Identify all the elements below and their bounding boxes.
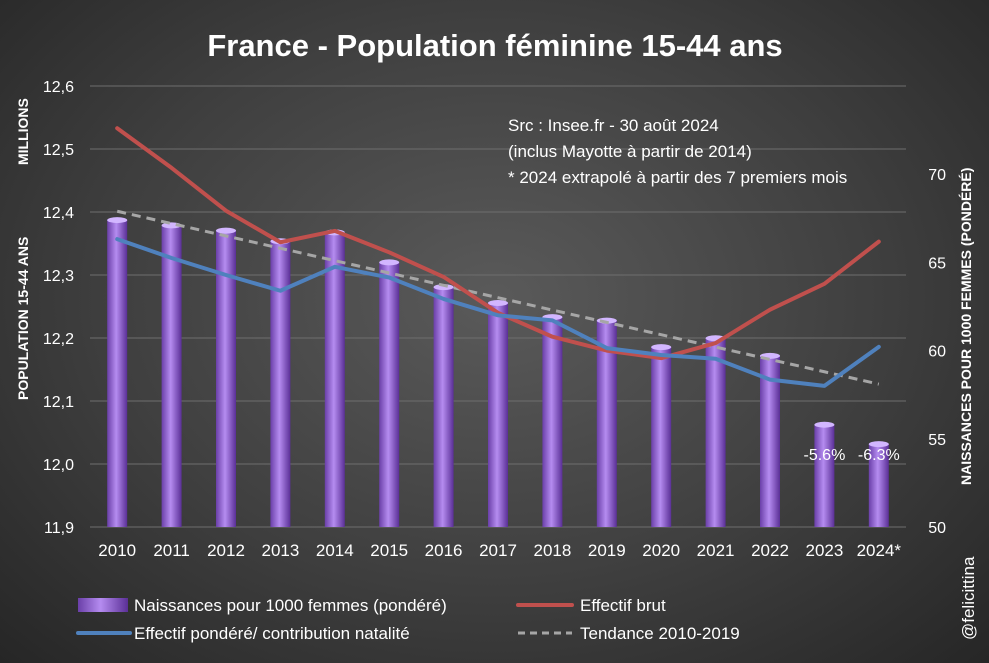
bar-cap (488, 299, 508, 306)
bar (216, 230, 236, 527)
annotations: -5.6% -6.3% (804, 447, 900, 464)
x-tick-label: 2013 (261, 541, 299, 560)
x-tick-label: 2020 (642, 541, 680, 560)
y-left-tick-label: 11,9 (44, 520, 74, 537)
bar-cap (379, 259, 400, 266)
bar (760, 355, 780, 527)
legend-label-tendance: Tendance 2010-2019 (580, 624, 740, 643)
x-tick-label: 2011 (153, 541, 190, 560)
y-left-tick-label: 12,2 (43, 331, 74, 348)
x-tick-label: 2022 (751, 541, 789, 560)
y-left-tick-label: 12,3 (43, 268, 74, 285)
y-left-tick-label: 12,4 (43, 205, 74, 222)
legend-label-bar: Naissances pour 1000 femmes (pondéré) (134, 596, 447, 615)
y-left-label: POPULATION 15-44 ANS (15, 237, 31, 400)
credit: @felicittina (959, 556, 978, 640)
legend: Naissances pour 1000 femmes (pondéré) Ef… (76, 596, 740, 643)
chart-title: France - Population féminine 15-44 ans (207, 28, 782, 63)
bar (596, 320, 617, 527)
bar (324, 232, 345, 528)
x-tick-label: 2021 (697, 541, 735, 560)
y-right-tick-label: 50 (928, 520, 946, 537)
x-tick-label: 2018 (533, 541, 571, 560)
x-tick-label: 2014 (316, 541, 354, 560)
source-line-3: * 2024 extrapolé à partir des 7 premiers… (508, 168, 847, 187)
source-line-2: (inclus Mayotte à partir de 2014) (508, 142, 752, 161)
legend-label-brut: Effectif brut (580, 596, 666, 615)
y-left-tick-label: 12,0 (43, 457, 74, 474)
x-tick-label: 2019 (588, 541, 626, 560)
legend-swatch-bar (78, 598, 128, 612)
bar-cap (814, 421, 835, 428)
bar-series (107, 217, 889, 528)
y-left-axis: 12,6 12,5 12,4 12,3 12,2 12,1 12,0 11,9 (43, 79, 74, 537)
data-label: -6.3% (858, 447, 900, 464)
bar-cap (216, 227, 236, 234)
x-tick-label: 2017 (479, 541, 517, 560)
bar-cap (107, 217, 128, 224)
bar (705, 338, 726, 527)
bar (868, 444, 889, 527)
bar (161, 225, 182, 527)
y-left-unit: MILLIONS (15, 98, 31, 165)
bar (814, 424, 835, 527)
x-tick-label: 2012 (207, 541, 245, 560)
bar (433, 287, 454, 527)
bar (651, 347, 672, 527)
x-tick-label: 2010 (98, 541, 136, 560)
y-right-tick-label: 60 (928, 344, 946, 361)
bar (488, 302, 508, 527)
line-series (115, 126, 881, 388)
x-axis: 2010 2011 2012 2013 2014 2015 2016 2017 2018 2019… (98, 541, 901, 560)
y-left-tick-label: 12,6 (43, 79, 74, 96)
x-tick-label: 2024* (857, 541, 902, 560)
bar (542, 317, 563, 527)
bar (107, 220, 128, 527)
bar (379, 262, 400, 527)
bar-cap (433, 284, 454, 291)
bar-cap (868, 441, 889, 448)
x-tick-label: 2016 (425, 541, 463, 560)
effectif-brut-line (115, 126, 881, 361)
x-tick-label: 2015 (370, 541, 408, 560)
bar-cap (651, 344, 672, 351)
y-right-tick-label: 65 (928, 255, 946, 272)
trend-line (116, 209, 880, 386)
y-left-tick-label: 12,5 (43, 142, 74, 159)
source-line-1: Src : Insee.fr - 30 août 2024 (508, 116, 719, 135)
y-right-tick-label: 70 (928, 167, 946, 184)
data-label: -5.6% (804, 447, 846, 464)
y-right-axis: 70 65 60 55 50 (928, 167, 946, 537)
legend-label-pondere: Effectif pondéré/ contribution natalité (134, 624, 410, 643)
y-right-label: NAISSANCES POUR 1000 FEMMES (PONDÉRÉ) (958, 168, 974, 485)
bar (270, 241, 291, 527)
effectif-pondere-line (115, 237, 881, 388)
x-tick-label: 2023 (805, 541, 843, 560)
y-left-tick-label: 12,1 (43, 394, 74, 411)
y-right-tick-label: 55 (928, 432, 946, 449)
